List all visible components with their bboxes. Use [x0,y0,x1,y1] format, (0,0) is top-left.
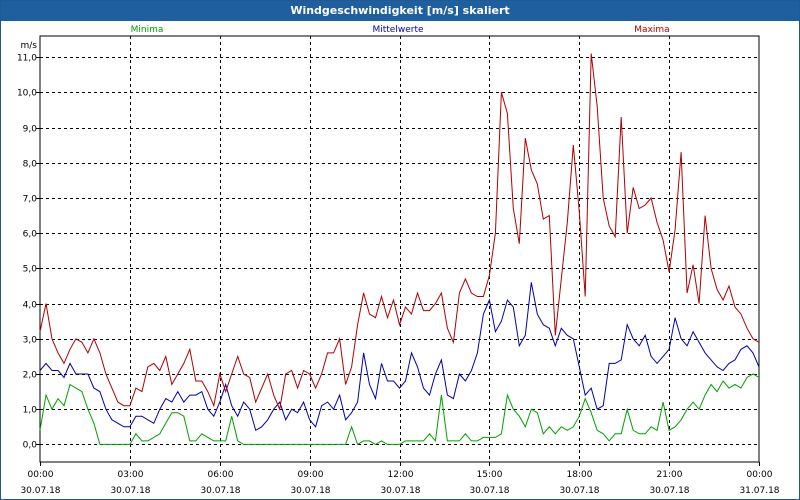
x-tick-date-label: 30.07.18 [200,486,240,496]
x-tick-time-label: 12:00 [388,470,414,480]
y-tick-label: 8,0 [23,160,38,170]
x-tick-time-label: 18:00 [567,470,593,480]
y-tick-label: 9,0 [23,125,38,135]
x-tick-time-label: 06:00 [208,470,234,480]
y-tick-label: 4,0 [23,301,38,311]
legend-maxima: Maxima [634,25,669,35]
series-line-maxima [39,53,760,411]
series-line-mittelwerte [39,282,760,432]
y-tick-label: 11,0 [17,54,37,64]
x-tick-date-label: 30.07.18 [20,486,60,496]
y-tick-label: 5,0 [23,265,38,275]
x-tick-date-label: 30.07.18 [380,486,420,496]
legend-minima: Minima [131,25,164,35]
window-title: Windgeschwindigkeit [m/s] skaliert [1,1,799,21]
legend-mittelwerte: Mittelwerte [372,25,423,35]
x-tick-time-label: 03:00 [118,470,144,480]
chart-canvas: 0,0 1,0 2,0 3,0 4,0 5,0 6,0 7,0 8,0 9,0 10,0 11,0 m/… [17,25,780,496]
y-tick-label: 3,0 [23,336,38,346]
x-tick-time-label: 00:00 [28,470,54,480]
x-tick-date-label: 31.07.18 [739,486,779,496]
x-tick-time-label: 21:00 [657,470,683,480]
x-tick-time-label: 09:00 [298,470,324,480]
x-tick-date-label: 30.07.18 [110,486,150,496]
y-tick-label: 1,0 [23,406,38,416]
x-tick-date-label: 30.07.18 [290,486,330,496]
series-line-minima [39,373,760,446]
y-tick-label: 7,0 [23,195,38,205]
x-tick-time-label: 15:00 [477,470,503,480]
y-tick-label: 6,0 [23,230,38,240]
y-tick-label: 2,0 [23,371,38,381]
x-tick-time-label: 00:00 [747,470,773,480]
x-tick-date-label: 30.07.18 [559,486,599,496]
y-axis-unit-label: m/s [21,41,38,51]
x-tick-date-label: 30.07.18 [649,486,689,496]
y-tick-label: 10,0 [17,89,37,99]
y-tick-label: 0,0 [23,441,38,451]
x-tick-date-label: 30.07.18 [469,486,509,496]
plot-area [39,35,760,463]
